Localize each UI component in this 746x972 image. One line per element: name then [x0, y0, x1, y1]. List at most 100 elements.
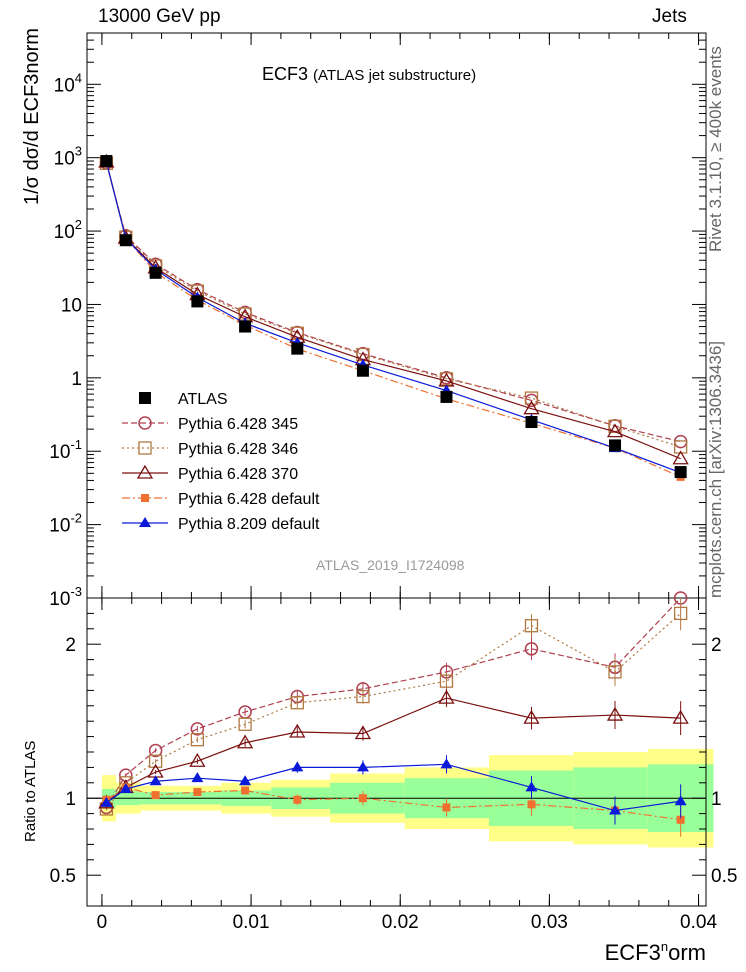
legend-marker	[141, 494, 149, 502]
ratio-point	[236, 734, 254, 749]
ratio-point	[524, 619, 539, 633]
ratio-point	[438, 689, 455, 704]
ratio-point	[151, 791, 160, 800]
series-line-1	[105, 163, 681, 448]
ratio-point	[291, 761, 304, 772]
legend-label: Pythia 8.209 default	[178, 516, 320, 533]
ratio-point	[290, 696, 304, 710]
ratio-point	[241, 786, 250, 795]
ratio-point	[148, 743, 163, 758]
ratio-point	[148, 754, 163, 768]
ratio-tick-label: 2	[65, 635, 76, 656]
ratio-point	[439, 674, 454, 688]
process-label: Jets	[652, 6, 687, 27]
legend-label: Pythia 6.428 370	[178, 466, 298, 483]
ratio-point	[673, 606, 688, 621]
y-axis-label: 1/σ dσ/d ECF3norm	[21, 28, 43, 205]
ratio-point	[289, 723, 306, 738]
legend-marker	[138, 441, 152, 455]
chart-subtitle: (ATLAS jet substructure)	[313, 67, 477, 84]
chart-title-main: ECF3	[262, 64, 309, 84]
atlas-point	[356, 364, 369, 377]
ratio-ylabel: Ratio to ATLAS	[22, 740, 39, 842]
atlas-point	[674, 466, 687, 479]
y-tick-label: 10	[61, 295, 82, 316]
y-tick-label: 102	[54, 217, 82, 243]
legend-marker	[138, 416, 152, 430]
atlas-point	[149, 266, 162, 279]
y-tick-label: 103	[54, 144, 82, 170]
ratio-point	[523, 709, 540, 724]
ratio-point	[190, 722, 205, 736]
atlas-point	[119, 234, 132, 247]
series-point	[606, 423, 624, 438]
mcplots-label: mcplots.cern.ch [arXiv:1306.3436]	[706, 340, 725, 598]
x-tick-label: 0.02	[382, 912, 419, 933]
x-tick-label: 0.01	[233, 912, 270, 933]
ratio-point	[524, 642, 539, 656]
x-axis-label: ECF3norm	[605, 939, 706, 965]
legend-label: Pythia 6.428 default	[178, 491, 320, 508]
ratio-point	[440, 758, 453, 769]
ratio-tick-label-right: 2	[711, 635, 722, 656]
atlas-point	[239, 320, 252, 333]
ratio-point	[191, 772, 204, 783]
y-tick-label: 1	[71, 369, 82, 390]
ratio-point	[676, 815, 685, 824]
ratio-point	[100, 796, 113, 807]
ratio-point	[239, 775, 252, 786]
ratio-point	[193, 788, 202, 797]
main-frame	[86, 32, 707, 599]
y-tick-label: 10-2	[49, 511, 82, 537]
ratio-point	[525, 781, 538, 792]
ratio-point	[527, 800, 536, 809]
energy-label: 13000 GeV pp	[98, 6, 221, 27]
atlas-point	[609, 439, 622, 452]
x-tick-label: 0	[97, 912, 108, 933]
ratio-point	[674, 795, 687, 806]
ratio-point	[119, 782, 132, 793]
series-point	[524, 391, 539, 405]
x-tick-label: 0.03	[531, 912, 568, 933]
ratio-point	[149, 775, 162, 786]
chart-title: ECF3 (ATLAS jet substructure)	[262, 64, 476, 85]
series-line-0	[105, 162, 681, 443]
ratio-point	[293, 795, 302, 804]
ratio-tick-label: 0.5	[50, 866, 76, 887]
ratio-point	[238, 717, 252, 731]
ratio-point	[608, 665, 622, 679]
x-tick-label: 0.04	[680, 912, 717, 933]
watermark: ATLAS_2019_I1724098	[316, 557, 465, 573]
series-point	[672, 450, 689, 465]
y-tick-label: 10-1	[49, 437, 82, 463]
atlas-point	[291, 342, 304, 355]
atlas-point	[191, 295, 204, 308]
ratio-point	[609, 804, 622, 815]
ratio-point	[356, 689, 370, 704]
ratio-tick-label-right: 1	[711, 789, 722, 810]
legend-label: Pythia 6.428 345	[178, 416, 298, 433]
legend-label: Pythia 6.428 346	[178, 441, 298, 458]
ratio-point	[354, 725, 372, 740]
series-line-2	[105, 161, 681, 460]
ratio-point	[358, 794, 367, 803]
y-tick-label: 10-3	[49, 584, 82, 610]
ratio-tick-label: 1	[65, 789, 76, 810]
ratio-point	[606, 706, 624, 721]
legend-label: ATLAS	[178, 391, 228, 408]
legend-marker	[136, 464, 154, 479]
atlas-point	[525, 416, 538, 429]
ratio-point	[189, 752, 206, 767]
atlas-point	[100, 155, 113, 168]
series-line-3	[105, 161, 681, 478]
series-point	[608, 419, 622, 433]
rivet-label: Rivet 3.1.10, ≥ 400k events	[706, 46, 725, 252]
legend-marker	[139, 517, 151, 527]
ratio-point	[442, 803, 451, 812]
series-point	[523, 400, 540, 415]
ratio-tick-label-right: 0.5	[711, 866, 737, 887]
atlas-point	[440, 390, 453, 403]
y-tick-label: 104	[54, 70, 82, 96]
legend-marker	[139, 392, 151, 404]
